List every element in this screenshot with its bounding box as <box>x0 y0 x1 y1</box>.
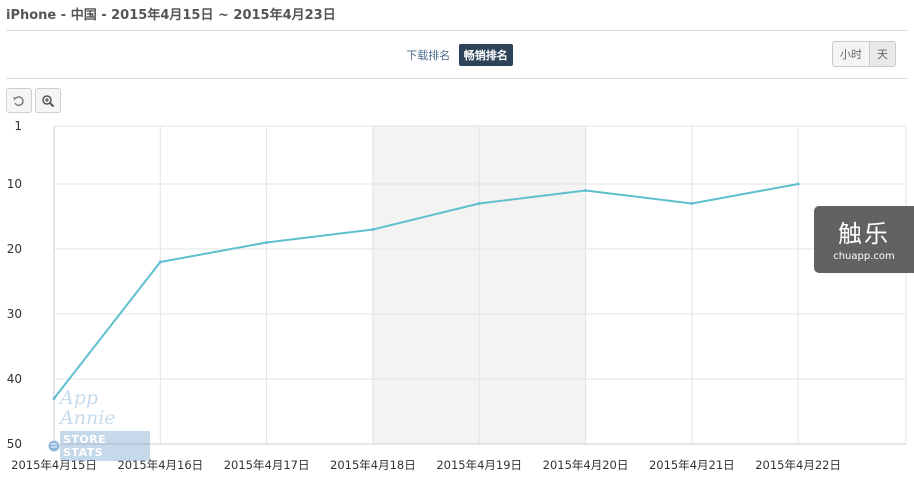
app-annie-logo-text: App Annie <box>60 387 116 429</box>
watermark-url: chuapp.com <box>833 251 895 262</box>
y-tick-label: 1 <box>14 119 22 133</box>
ranking-chart: 1 10 20 30 40 50 2015年4月15日 2015年4月16日 2015年4月17… <box>7 119 907 472</box>
data-point <box>371 228 375 231</box>
series-line <box>53 183 799 400</box>
rank-type-switch: 下载排名 畅销排名 <box>0 44 914 66</box>
y-tick-label: 20 <box>7 242 22 256</box>
tab-downloads-rank[interactable]: 下载排名 <box>406 49 451 62</box>
x-tick-label: 2015年4月15日 <box>11 458 97 472</box>
day-button[interactable]: 天 <box>869 42 895 66</box>
zoom-button[interactable] <box>35 88 61 113</box>
x-tick-label: 2015年4月22日 <box>755 458 841 472</box>
data-point <box>158 260 162 264</box>
watermark-brand: 触乐 <box>838 220 890 248</box>
data-point <box>796 182 800 186</box>
reset-zoom-button[interactable] <box>6 88 32 113</box>
undo-icon <box>13 95 24 106</box>
x-tick-label: 2015年4月18日 <box>330 458 416 472</box>
header-divider <box>6 30 908 31</box>
x-tick-label: 2015年4月17日 <box>224 458 310 472</box>
data-point <box>584 189 587 192</box>
data-point <box>690 202 694 205</box>
event-marker-icon <box>47 439 61 453</box>
y-tick-label: 50 <box>7 437 22 451</box>
y-tick-label: 40 <box>7 372 22 386</box>
data-point <box>265 241 269 244</box>
data-point <box>477 202 481 205</box>
page-title: iPhone - 中国 - 2015年4月15日 ~ 2015年4月23日 <box>6 8 336 23</box>
y-tick-label: 30 <box>7 307 22 321</box>
x-tick-label: 2015年4月19日 <box>436 458 522 472</box>
app-annie-logo: App Annie STORE STATS <box>60 388 150 461</box>
x-tick-label: 2015年4月20日 <box>543 458 629 472</box>
zoom-in-icon <box>42 94 55 107</box>
controls-divider <box>6 78 908 79</box>
chuapp-watermark: 触乐 chuapp.com <box>814 206 914 273</box>
granularity-switch: 小时 天 <box>832 41 896 67</box>
x-tick-label: 2015年4月21日 <box>649 458 735 472</box>
y-tick-label: 10 <box>7 177 22 191</box>
app-annie-logo-subtext: STORE STATS <box>60 431 150 461</box>
x-tick-label: 2015年4月16日 <box>117 458 203 472</box>
data-point <box>52 397 56 400</box>
hour-button[interactable]: 小时 <box>840 48 862 61</box>
tab-grossing-rank[interactable]: 畅销排名 <box>458 44 513 66</box>
